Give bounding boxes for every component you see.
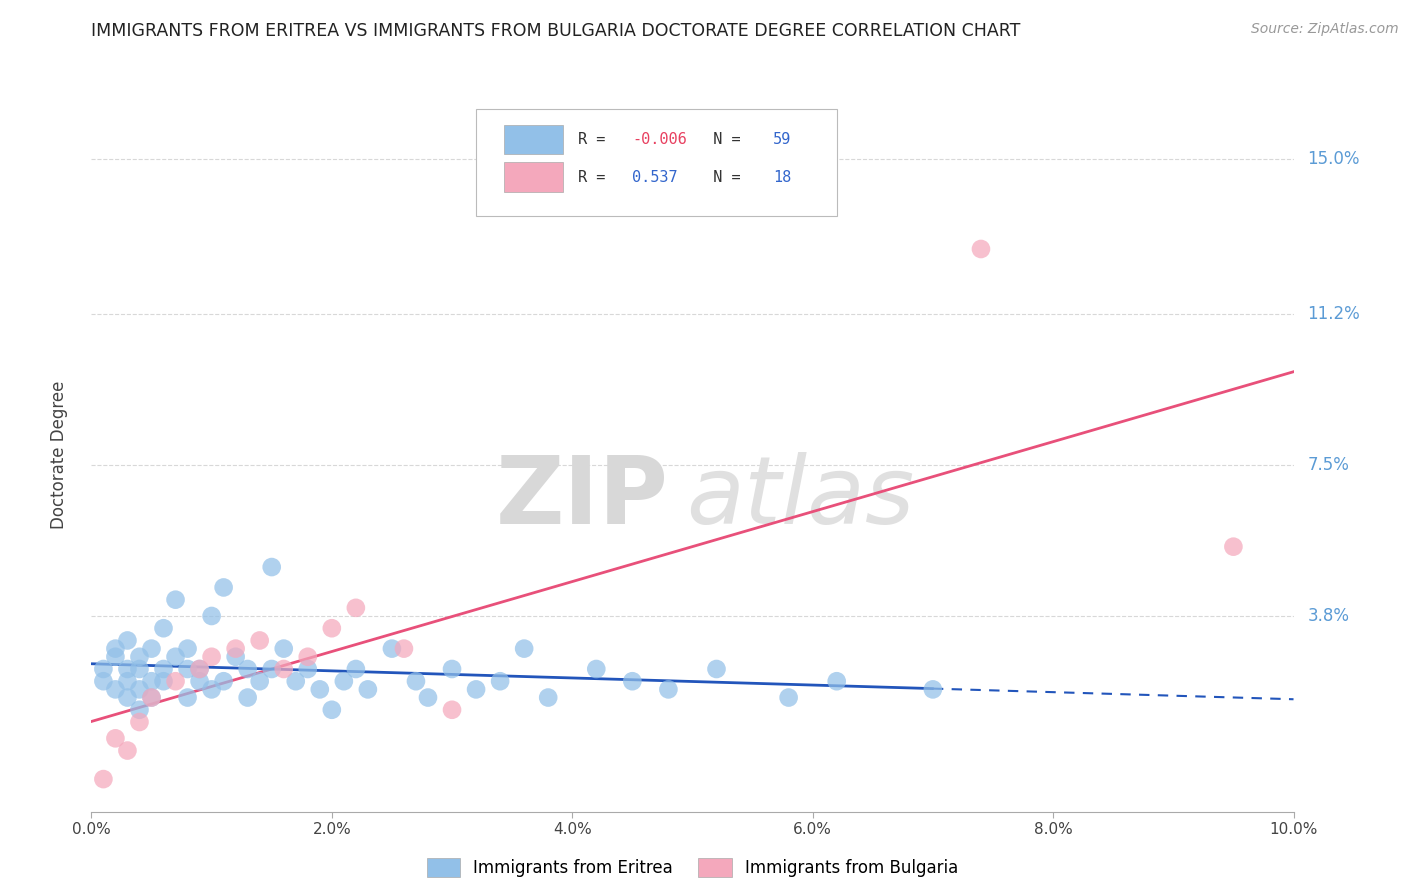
Text: R =: R = (578, 132, 614, 147)
Text: 11.2%: 11.2% (1308, 305, 1360, 323)
Point (297, 662, 319, 676)
Point (212, 674, 235, 689)
Point (236, 662, 259, 676)
Point (117, 690, 139, 705)
Point (225, 641, 247, 656)
Point (165, 674, 187, 689)
Text: atlas: atlas (686, 452, 915, 543)
Point (297, 649, 319, 664)
Legend: Immigrants from Eritrea, Immigrants from Bulgaria: Immigrants from Eritrea, Immigrants from… (419, 849, 966, 886)
Text: 3.8%: 3.8% (1308, 607, 1350, 625)
Point (176, 662, 198, 676)
Point (416, 690, 439, 705)
Point (104, 731, 127, 746)
Point (93, 772, 115, 786)
Point (176, 641, 198, 656)
Text: Source: ZipAtlas.com: Source: ZipAtlas.com (1251, 22, 1399, 37)
Point (249, 674, 271, 689)
Point (176, 690, 198, 705)
Point (970, 242, 993, 256)
Point (333, 674, 356, 689)
Text: N =: N = (695, 132, 749, 147)
Point (465, 682, 488, 697)
Point (922, 682, 945, 697)
Point (321, 703, 343, 717)
Point (201, 682, 224, 697)
FancyBboxPatch shape (503, 162, 562, 193)
Point (117, 633, 139, 648)
Point (825, 674, 848, 689)
Point (165, 592, 187, 607)
Point (188, 674, 211, 689)
Point (344, 600, 367, 615)
Text: 18: 18 (773, 169, 792, 185)
Point (201, 649, 224, 664)
Point (188, 662, 211, 676)
Point (93, 662, 115, 676)
Text: ZIP: ZIP (495, 451, 668, 544)
Point (104, 649, 127, 664)
Point (152, 662, 174, 676)
Point (284, 674, 307, 689)
FancyBboxPatch shape (503, 125, 562, 154)
Point (489, 674, 512, 689)
Point (260, 560, 283, 574)
Point (165, 649, 187, 664)
Point (260, 662, 283, 676)
Point (657, 682, 679, 697)
Point (706, 662, 728, 676)
Point (225, 649, 247, 664)
Point (344, 662, 367, 676)
Point (308, 682, 330, 697)
Point (405, 674, 427, 689)
Point (128, 703, 150, 717)
Point (117, 743, 139, 757)
Point (201, 609, 224, 624)
Point (513, 641, 536, 656)
Point (585, 662, 607, 676)
Point (273, 662, 295, 676)
Text: 59: 59 (773, 132, 792, 147)
Text: 7.5%: 7.5% (1308, 456, 1350, 475)
Point (141, 674, 163, 689)
Point (621, 674, 644, 689)
Point (128, 649, 150, 664)
Point (141, 690, 163, 705)
Point (1222, 540, 1244, 554)
Point (392, 641, 415, 656)
Point (117, 662, 139, 676)
Text: -0.006: -0.006 (633, 132, 688, 147)
Point (104, 682, 127, 697)
Point (381, 641, 404, 656)
Point (188, 662, 211, 676)
Point (128, 682, 150, 697)
Point (141, 690, 163, 705)
Point (141, 641, 163, 656)
Point (357, 682, 380, 697)
Point (93, 674, 115, 689)
Point (440, 703, 463, 717)
Point (236, 690, 259, 705)
Point (440, 662, 463, 676)
Point (778, 690, 800, 705)
Y-axis label: Doctorate Degree: Doctorate Degree (49, 381, 67, 529)
Point (249, 633, 271, 648)
Text: N =: N = (695, 169, 749, 185)
Point (212, 581, 235, 595)
Text: 15.0%: 15.0% (1308, 150, 1360, 169)
Point (128, 714, 150, 729)
Point (117, 674, 139, 689)
Point (128, 662, 150, 676)
Point (152, 674, 174, 689)
Point (152, 621, 174, 635)
FancyBboxPatch shape (477, 109, 837, 216)
Text: 0.537: 0.537 (633, 169, 678, 185)
Text: IMMIGRANTS FROM ERITREA VS IMMIGRANTS FROM BULGARIA DOCTORATE DEGREE CORRELATION: IMMIGRANTS FROM ERITREA VS IMMIGRANTS FR… (91, 22, 1021, 40)
Point (273, 641, 295, 656)
Text: R =: R = (578, 169, 614, 185)
Point (321, 621, 343, 635)
Point (537, 690, 560, 705)
Point (104, 641, 127, 656)
